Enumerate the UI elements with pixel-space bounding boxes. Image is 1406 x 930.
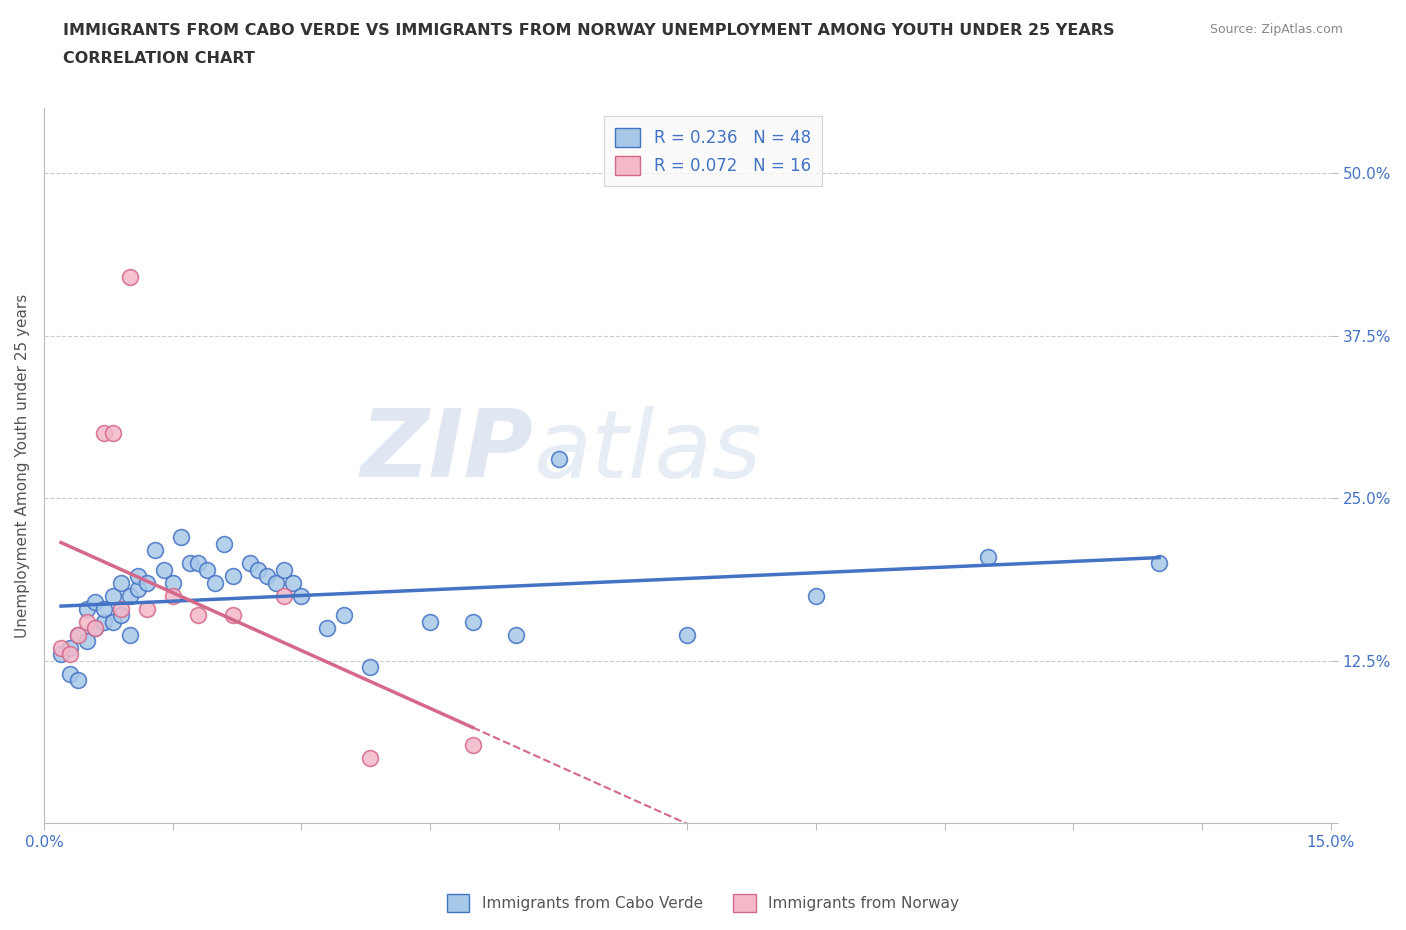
Point (118, 627, 141, 642)
Point (273, 562, 295, 577)
Point (221, 568, 243, 583)
Point (359, 751, 381, 765)
Y-axis label: Unemployment Among Youth under 25 years: Unemployment Among Youth under 25 years (15, 294, 30, 638)
Point (67, 672, 90, 687)
Point (316, 620, 339, 635)
Point (290, 588, 312, 603)
Point (153, 562, 176, 577)
Point (505, 627, 527, 642)
Point (127, 581, 149, 596)
Point (419, 614, 441, 629)
Point (195, 562, 218, 577)
Point (84, 620, 107, 635)
Point (118, 588, 141, 603)
Point (804, 588, 827, 603)
Legend: Immigrants from Cabo Verde, Immigrants from Norway: Immigrants from Cabo Verde, Immigrants f… (440, 888, 966, 918)
Point (212, 536, 235, 551)
Point (67, 627, 90, 642)
Point (76, 614, 98, 629)
Text: IMMIGRANTS FROM CABO VERDE VS IMMIGRANTS FROM NORWAY UNEMPLOYMENT AMONG YOUTH UN: IMMIGRANTS FROM CABO VERDE VS IMMIGRANTS… (63, 23, 1115, 38)
Point (118, 270, 141, 285)
Point (547, 452, 569, 467)
Point (461, 614, 484, 629)
Point (101, 588, 124, 603)
Point (84, 594, 107, 609)
Point (93, 601, 115, 616)
Point (162, 588, 184, 603)
Text: Source: ZipAtlas.com: Source: ZipAtlas.com (1209, 23, 1343, 36)
Point (67, 627, 90, 642)
Point (101, 426, 124, 441)
Point (461, 737, 484, 752)
Point (93, 614, 115, 629)
Point (170, 529, 193, 544)
Point (59, 640, 82, 655)
Point (676, 627, 699, 642)
Text: CORRELATION CHART: CORRELATION CHART (63, 51, 254, 66)
Point (110, 607, 132, 622)
Point (273, 588, 295, 603)
Point (59, 646, 82, 661)
Point (110, 575, 132, 590)
Point (162, 575, 184, 590)
Point (93, 426, 115, 441)
Text: atlas: atlas (533, 405, 761, 497)
Point (1147, 555, 1170, 570)
Point (101, 614, 124, 629)
Point (76, 601, 98, 616)
Point (135, 601, 157, 616)
Point (49, 640, 72, 655)
Point (76, 633, 98, 648)
Point (187, 607, 209, 622)
Point (145, 542, 167, 557)
Point (359, 659, 381, 674)
Text: ZIP: ZIP (360, 405, 533, 498)
Point (49, 646, 72, 661)
Point (333, 607, 356, 622)
Point (127, 568, 149, 583)
Point (247, 562, 270, 577)
Point (135, 575, 157, 590)
Legend: R = 0.236   N = 48, R = 0.072   N = 16: R = 0.236 N = 48, R = 0.072 N = 16 (603, 116, 823, 187)
Point (221, 607, 243, 622)
Point (187, 555, 209, 570)
Point (281, 575, 304, 590)
Point (84, 620, 107, 635)
Point (110, 601, 132, 616)
Point (239, 555, 262, 570)
Point (264, 575, 287, 590)
Point (976, 549, 998, 564)
Point (179, 555, 201, 570)
Point (59, 666, 82, 681)
Point (204, 575, 226, 590)
Point (256, 568, 278, 583)
